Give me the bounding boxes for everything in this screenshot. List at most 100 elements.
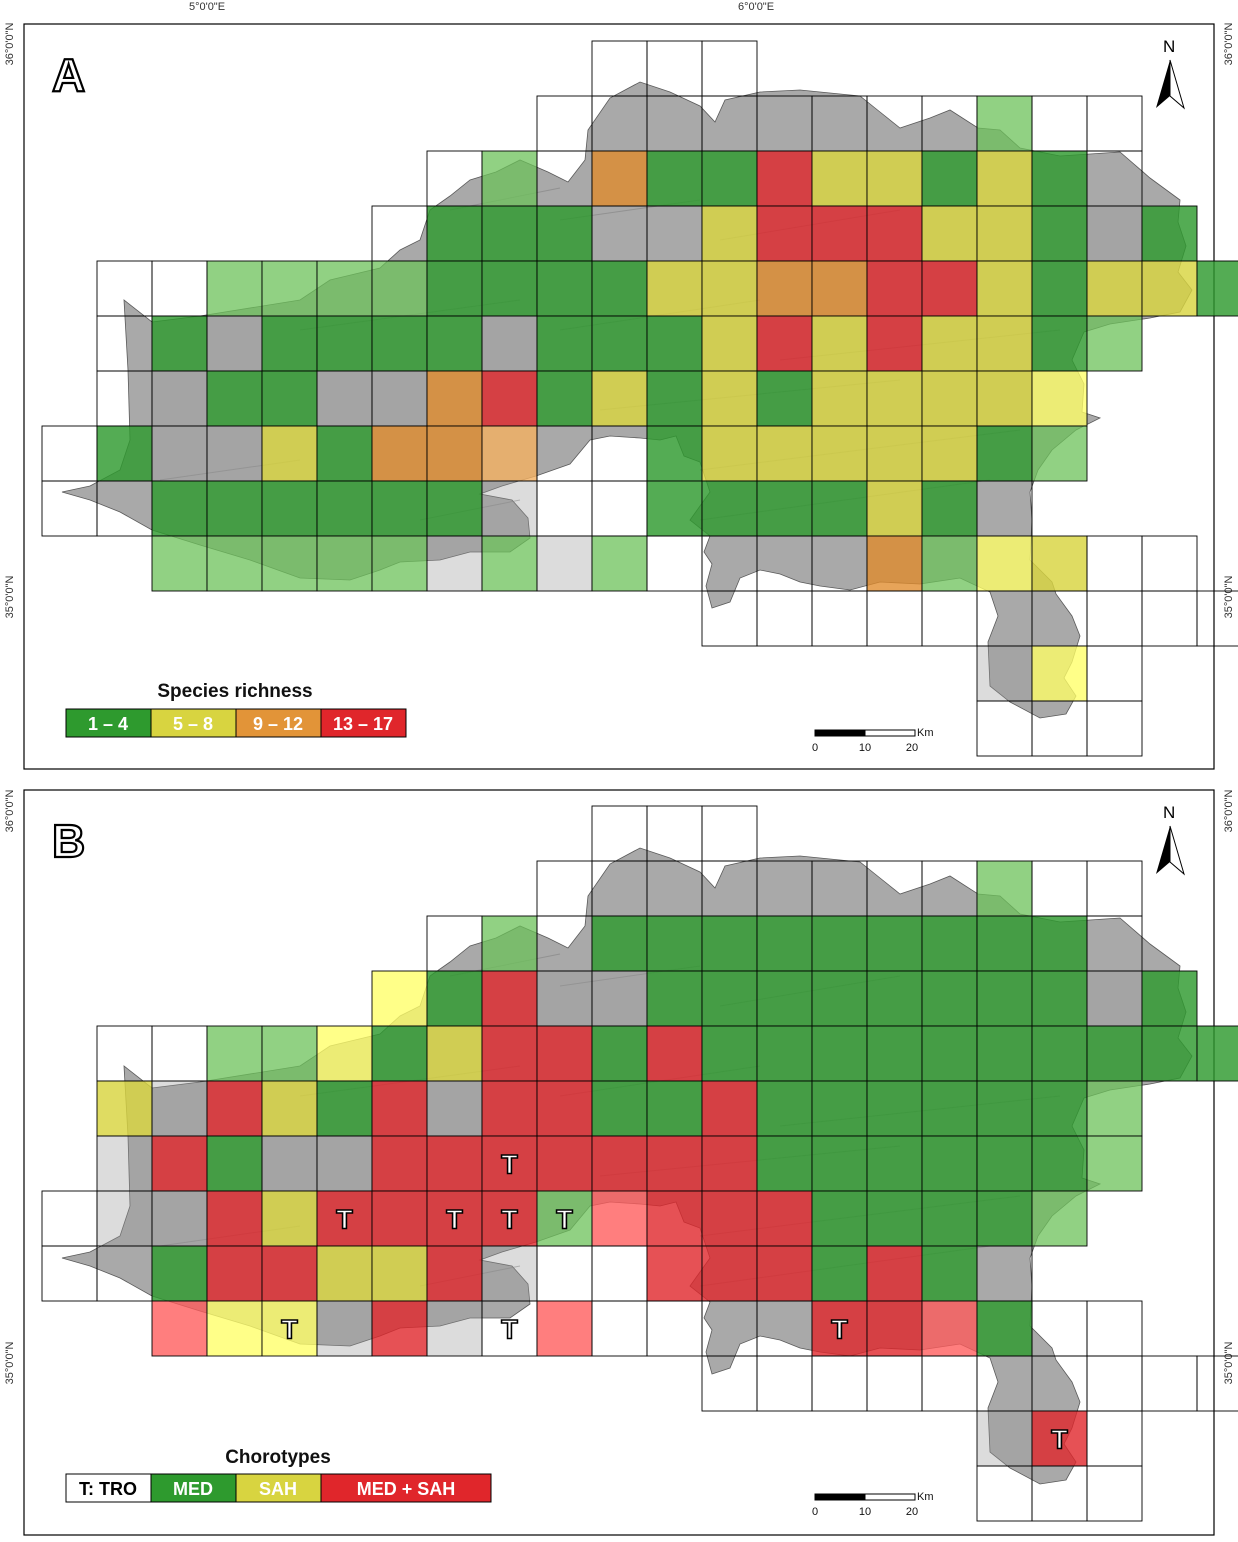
- grid-cell-class-high: [756, 260, 813, 317]
- grid-cell-class-low: [811, 1080, 868, 1137]
- grid-cell-class-top: [811, 205, 868, 262]
- grid-cell-empty: [1086, 535, 1143, 592]
- legend-swatch-9-12: [235, 708, 322, 738]
- grid-cell-class-low: [811, 915, 868, 972]
- grid-cell-empty: [1141, 535, 1198, 592]
- grid-cell-class-low: [536, 370, 593, 427]
- legend-label-13-17: 13 – 17: [333, 714, 393, 734]
- grid-cell-class-low-light: [591, 535, 648, 592]
- grid-cell-no-data: [976, 645, 1033, 702]
- longitude-label-5e: 5°0'0"E: [189, 1, 225, 13]
- grid-cell-empty: [921, 590, 978, 647]
- grid-cell-class-low: [811, 1135, 868, 1192]
- grid-cell-class-low-light: [976, 95, 1033, 152]
- scale-tick-0: 0: [812, 1506, 818, 1518]
- grid-cell-class-low: [646, 150, 703, 207]
- grid-cell-class-low: [1031, 1080, 1088, 1137]
- scale-tick-10: 10: [859, 1506, 871, 1518]
- grid-cell-class-low: [756, 1080, 813, 1137]
- scale-tick-20: 20: [906, 1506, 918, 1518]
- legend-class-tro: T: TRO: [65, 1473, 152, 1503]
- grid-cell-class-mid: [921, 205, 978, 262]
- grid-cell-class-top: [646, 1190, 703, 1247]
- grid-cell-class-low: [426, 970, 483, 1027]
- grid-cell-class-low: [536, 315, 593, 372]
- legend-label-med: MED: [173, 1479, 213, 1499]
- grid-cell-empty: [1196, 1355, 1238, 1412]
- grid-cell-class-top: [481, 970, 538, 1027]
- grid-cell-class-low: [646, 480, 703, 537]
- grid-cell-empty: [1086, 645, 1143, 702]
- scale-unit: Km: [917, 1491, 934, 1503]
- grid-cell-empty: [811, 590, 868, 647]
- grid-cell-class-mid: [701, 260, 758, 317]
- grid-cell-class-low: [976, 915, 1033, 972]
- grid-cell-class-mid: [261, 1190, 318, 1247]
- panel-a-legend-title: Species richness: [157, 681, 312, 702]
- grid-cell-empty: [811, 1355, 868, 1412]
- grid-cell-empty: [1086, 1465, 1143, 1522]
- grid-cell-class-mid-light: [206, 1300, 263, 1357]
- grid-cell-class-low: [701, 1025, 758, 1082]
- grid-cell-no-data: [536, 970, 593, 1027]
- grid-cell-class-low: [646, 425, 703, 482]
- grid-cell-class-mid-light: [1031, 370, 1088, 427]
- grid-cell-empty: [646, 1300, 703, 1357]
- grid-cell-class-top: [866, 1300, 923, 1357]
- legend-label-sah: SAH: [259, 1479, 297, 1499]
- grid-cell-class-top: [646, 1245, 703, 1302]
- grid-cell-class-top: [866, 315, 923, 372]
- grid-cell-class-mid: [261, 425, 318, 482]
- grid-cell-class-mid: [811, 425, 868, 482]
- latitude-label-36n-b-right: 36°0'0"N: [1223, 790, 1235, 833]
- grid-cell-class-high: [866, 535, 923, 592]
- panel-a-letter: A: [52, 49, 85, 101]
- legend-label-9-12: 9 – 12: [253, 714, 303, 734]
- grid-cell-class-low: [261, 315, 318, 372]
- grid-cell-class-low-light: [206, 260, 263, 317]
- grid-cell-class-low: [1141, 1025, 1198, 1082]
- grid-cell-class-mid: [921, 370, 978, 427]
- grid-cell-class-low: [1141, 970, 1198, 1027]
- grid-cell-class-low: [316, 1080, 373, 1137]
- grid-cell-class-top-light: [151, 1300, 208, 1357]
- panel-b-frame: [23, 789, 1215, 1536]
- grid-cell-class-top: [481, 1025, 538, 1082]
- grid-cell-no-data: [426, 535, 483, 592]
- grid-cell-class-low: [1031, 150, 1088, 207]
- north-arrow-left-half: [1156, 60, 1170, 108]
- grid-cell-class-top-light: [921, 1300, 978, 1357]
- grid-cell-class-low-light: [261, 535, 318, 592]
- grid-cell-class-low: [1031, 915, 1088, 972]
- grid-cell-class-low-light: [481, 535, 538, 592]
- latitude-label-36n-a-left: 36°0'0"N: [4, 23, 16, 66]
- grid-cell-empty: [536, 1245, 593, 1302]
- grid-cell-class-top: [756, 315, 813, 372]
- grid-cell-empty: [921, 1355, 978, 1412]
- grid-cell-empty: [1086, 1355, 1143, 1412]
- grid-cell-class-low-light: [921, 535, 978, 592]
- grid-cell-no-data: [316, 370, 373, 427]
- grid-cell-class-low: [921, 480, 978, 537]
- tro-marker: T: [446, 1205, 463, 1235]
- grid-cell-class-top-light: [536, 1300, 593, 1357]
- grid-cell-class-low-light: [1086, 1080, 1143, 1137]
- grid-cell-no-data: [481, 315, 538, 372]
- grid-cell-no-data: [151, 1190, 208, 1247]
- grid-cell-class-low: [976, 1190, 1033, 1247]
- grid-cell-class-top: [646, 1025, 703, 1082]
- grid-cell-class-low: [426, 260, 483, 317]
- panel-b-chorotypes: TT T T TT T TT B N Chorotypes T: TRO MED SAH: [23, 789, 1238, 1536]
- grid-cell-class-mid: [866, 150, 923, 207]
- panel-a-frame: [23, 23, 1215, 770]
- grid-cell-class-mid-light: [976, 535, 1033, 592]
- north-arrow-left-half: [1156, 826, 1170, 874]
- grid-cell-empty: [701, 805, 758, 862]
- grid-cell-empty: [646, 535, 703, 592]
- grid-cell-class-low: [591, 915, 648, 972]
- legend-swatch-13-17: [320, 708, 407, 738]
- panel-a-north-arrow: N: [1156, 37, 1185, 110]
- grid-cell-no-data: [426, 1300, 483, 1357]
- grid-cell-class-low: [1086, 1025, 1143, 1082]
- panel-b-north-label: N: [1163, 803, 1175, 822]
